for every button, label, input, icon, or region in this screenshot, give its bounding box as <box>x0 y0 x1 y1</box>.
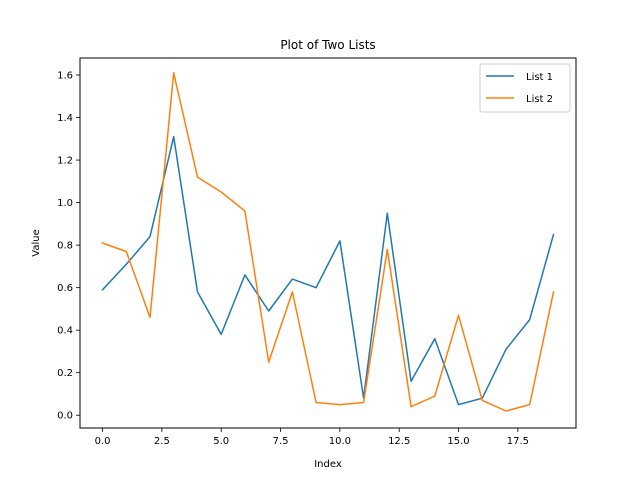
y-tick-label: 0.0 <box>57 411 73 422</box>
y-tick-label: 0.8 <box>57 241 73 252</box>
x-tick-label: 0.0 <box>95 436 111 447</box>
y-tick-label: 0.6 <box>57 283 73 294</box>
y-axis-label: Value <box>31 229 42 256</box>
y-axis: 0.0 0.2 0.4 0.6 0.8 1.0 1.2 1.4 1.6 <box>57 71 80 422</box>
series-line-list-2 <box>101 72 555 412</box>
legend-box <box>479 63 571 113</box>
y-tick-label: 1.4 <box>57 113 73 124</box>
plot-frame <box>79 57 577 429</box>
x-tick-label: 7.5 <box>273 436 289 447</box>
y-tick-label: 0.4 <box>57 326 73 337</box>
legend: List 1 List 2 <box>479 63 571 113</box>
legend-label-list-2: List 2 <box>526 94 553 105</box>
chart-title: Plot of Two Lists <box>280 38 375 52</box>
y-tick-label: 1.6 <box>57 71 73 82</box>
x-tick-label: 5.0 <box>213 436 229 447</box>
series-line-list-1 <box>101 135 555 406</box>
x-tick-label: 12.5 <box>388 436 410 447</box>
x-tick-label: 17.5 <box>507 436 529 447</box>
x-axis-label: Index <box>314 459 342 470</box>
x-tick-label: 15.0 <box>447 436 469 447</box>
y-tick-label: 1.2 <box>57 156 73 167</box>
x-tick-label: 10.0 <box>329 436 351 447</box>
series-layer <box>101 72 555 412</box>
legend-label-list-1: List 1 <box>526 72 553 83</box>
y-tick-label: 1.0 <box>57 198 73 209</box>
x-axis: 0.0 2.5 5.0 7.5 10.0 12.5 15.0 17.5 <box>95 428 529 447</box>
x-tick-label: 2.5 <box>154 436 170 447</box>
y-tick-label: 0.2 <box>57 368 73 379</box>
